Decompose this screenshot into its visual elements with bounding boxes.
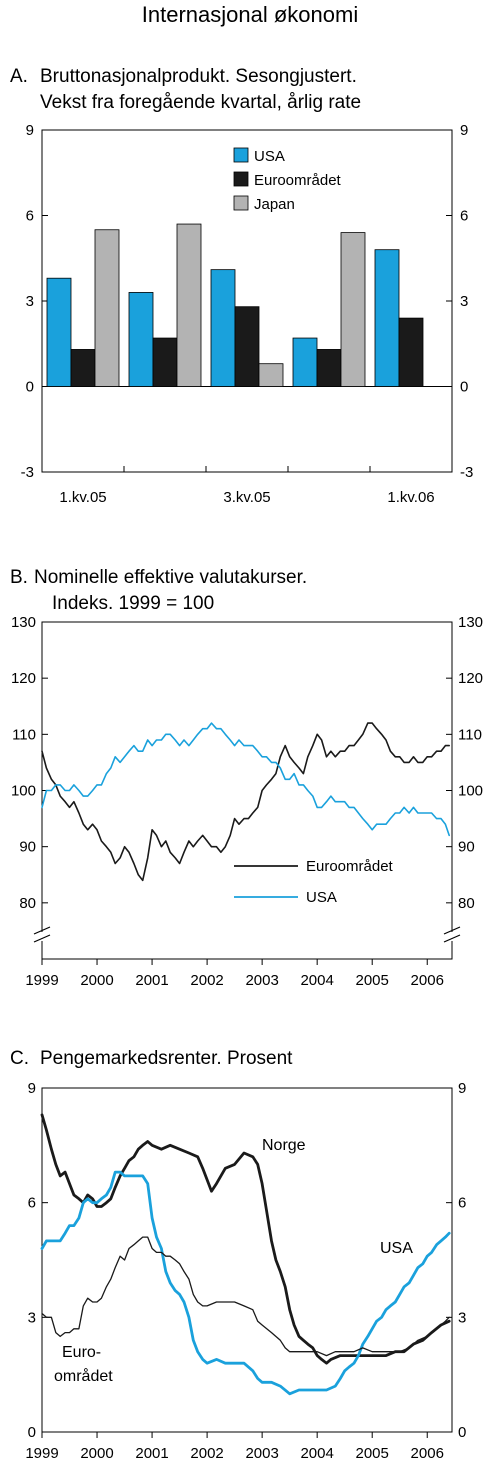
panel-a-legend-label-usa: USA	[254, 148, 285, 165]
panel-a-bar-usa-1-kv-05	[46, 277, 72, 387]
panel-b-legend-label-usa: USA	[306, 889, 337, 906]
panel-b-xtick-label: 1999	[25, 972, 58, 989]
panel-c-ytick-left-label: 9	[28, 1080, 36, 1097]
panel-b-xtick-label: 2003	[245, 972, 278, 989]
panel-a: A. Bruttonasjonalprodukt. Sesongjustert.…	[10, 66, 473, 506]
panel-b-axis-break-left	[33, 926, 51, 943]
panel-b-line-euroomradet	[41, 722, 450, 882]
panel-a-ytick-left-label: 3	[26, 293, 34, 310]
panel-c-ytick-left-label: 6	[28, 1195, 36, 1212]
panel-a-ytick-right-label: 6	[460, 208, 468, 225]
panel-b-xtick-label: 2001	[135, 972, 168, 989]
panel-a-bar-japan-4-kv-05	[340, 232, 366, 387]
panel-c-annotation-euro-line-1: Euro-	[62, 1344, 101, 1361]
panel-c-line-norge	[40, 1113, 451, 1365]
panel-a-xtick-label: 1.kv.06	[387, 489, 434, 506]
panel-c-ytick-right-label: 3	[458, 1309, 466, 1326]
panel-c-line-euroomradet	[41, 1236, 450, 1357]
panel-c-ytick-left-label: 3	[28, 1309, 36, 1326]
panel-a-ytick-right-label: -3	[460, 464, 473, 481]
panel-a-bar-japan-1-kv-05	[94, 229, 120, 387]
panel-c-ytick-left-label: 0	[28, 1424, 36, 1441]
panel-b-ytick-right-label: 120	[458, 670, 483, 687]
panel-b-ytick-right-label: 130	[458, 614, 483, 631]
panel-c-xtick-label: 2003	[245, 1445, 278, 1462]
panel-a-ytick-left-label: -3	[21, 464, 34, 481]
panel-c-ytick-right-label: 6	[458, 1195, 466, 1212]
panel-a-ytick-right-label: 9	[460, 122, 468, 139]
panel-c-xtick-label: 1999	[25, 1445, 58, 1462]
panel-b-title-line-1: Nominelle effektive valutakurser.	[34, 567, 307, 588]
panel-c-annotation-norge: Norge	[262, 1137, 306, 1154]
panel-b-axis-break-right	[443, 926, 461, 943]
panel-a-label: A.	[10, 66, 28, 87]
panel-b-plot-frame	[41, 621, 453, 960]
panel-a-bar-euroomradet-3-kv-05	[234, 306, 260, 387]
panel-c-annotation-usa: USA	[380, 1240, 413, 1257]
panel-b: B. Nominelle effektive valutakurser. Ind…	[10, 567, 483, 989]
panel-c-annotation-euro-line-2: området	[54, 1367, 113, 1385]
panel-c-ytick-right-label: 0	[458, 1424, 466, 1441]
panel-a-ytick-left-label: 0	[26, 379, 34, 396]
panel-b-ytick-right-label: 100	[458, 783, 483, 800]
panel-a-bar-euroomradet-2-kv-05	[152, 337, 178, 387]
panel-a-bar-usa-2-kv-05	[128, 292, 154, 387]
panel-a-ytick-right-label: 0	[460, 379, 468, 396]
figure-title: Internasjonal økonomi	[142, 2, 358, 27]
panel-c-label: C.	[10, 1048, 29, 1069]
panel-c-xtick-label: 2005	[356, 1445, 389, 1462]
panel-c-xtick-label: 2000	[80, 1445, 113, 1462]
panel-a-bar-euroomradet-4-kv-05	[316, 349, 342, 387]
panel-a-xtick-label: 3.kv.05	[223, 489, 270, 506]
panel-b-label: B.	[10, 567, 28, 588]
panel-c-xtick-label: 2002	[190, 1445, 223, 1462]
panel-a-ytick-right-label: 3	[460, 293, 468, 310]
panel-a-bar-japan-3-kv-05	[258, 363, 284, 387]
panel-b-legend-label-euro: Euroområdet	[306, 858, 394, 875]
panel-b-ytick-left-label: 90	[19, 839, 36, 856]
panel-a-title-line-2: Vekst fra foregående kvartal, årlig rate	[40, 92, 361, 113]
panel-b-ytick-left-label: 100	[11, 783, 36, 800]
panel-b-ytick-right-label: 80	[458, 895, 475, 912]
panel-a-legend-swatch-usa	[233, 147, 249, 163]
panel-a-bar-japan-2-kv-05	[176, 223, 202, 387]
panel-a-legend-label-euroomradet: Euroområdet	[254, 172, 342, 189]
panel-c: C. Pengemarkedsrenter. Prosent 0 03 36 69 9 …	[10, 1048, 466, 1462]
panel-b-ytick-left-label: 110	[12, 726, 36, 743]
panel-b-ytick-right-label: 90	[458, 839, 475, 856]
panel-b-xtick-label: 2006	[411, 972, 444, 989]
panel-b-legend: Euroområdet USA	[234, 858, 394, 906]
panel-c-xtick-label: 2004	[300, 1445, 333, 1462]
panel-a-title-line-1: Bruttonasjonalprodukt. Sesongjustert.	[40, 66, 357, 87]
panel-b-xtick-label: 2000	[80, 972, 113, 989]
panel-a-legend-swatch-japan	[233, 195, 249, 211]
panel-b-ytick-left-label: 80	[19, 895, 36, 912]
panel-b-ytick-left-label: 130	[11, 614, 36, 631]
panel-b-xtick-label: 2005	[356, 972, 389, 989]
panel-c-ytick-right-label: 9	[458, 1080, 466, 1097]
panel-a-bar-usa-1-kv-06	[374, 249, 400, 387]
panel-b-title-line-2: Indeks. 1999 = 100	[52, 593, 214, 614]
panel-a-bar-euroomradet-1-kv-06	[398, 317, 424, 387]
panel-c-title-line-1: Pengemarkedsrenter. Prosent	[40, 1048, 293, 1069]
panel-b-line-usa	[41, 722, 450, 837]
panel-b-ytick-right-label: 110	[458, 726, 482, 743]
panel-a-ytick-left-label: 9	[26, 122, 34, 139]
panel-b-xtick-label: 2004	[300, 972, 333, 989]
panel-b-xtick-label: 2002	[190, 972, 223, 989]
panel-c-line-usa	[40, 1170, 451, 1396]
panel-c-xtick-label: 2006	[411, 1445, 444, 1462]
panel-a-bar-euroomradet-1-kv-05	[70, 349, 96, 387]
panel-a-bar-usa-3-kv-05	[210, 269, 236, 387]
panel-a-legend: USA Euroområdet Japan	[233, 147, 342, 213]
panel-a-legend-label-japan: Japan	[254, 196, 295, 213]
panel-c-xtick-label: 2001	[135, 1445, 168, 1462]
panel-b-ytick-left-label: 120	[11, 670, 36, 687]
panel-a-xtick-label: 1.kv.05	[59, 489, 106, 506]
panel-a-bar-usa-4-kv-05	[292, 337, 318, 387]
panel-c-plot-frame	[41, 1087, 453, 1433]
panel-a-legend-swatch-euroomradet	[233, 171, 249, 187]
panel-a-ytick-left-label: 6	[26, 208, 34, 225]
